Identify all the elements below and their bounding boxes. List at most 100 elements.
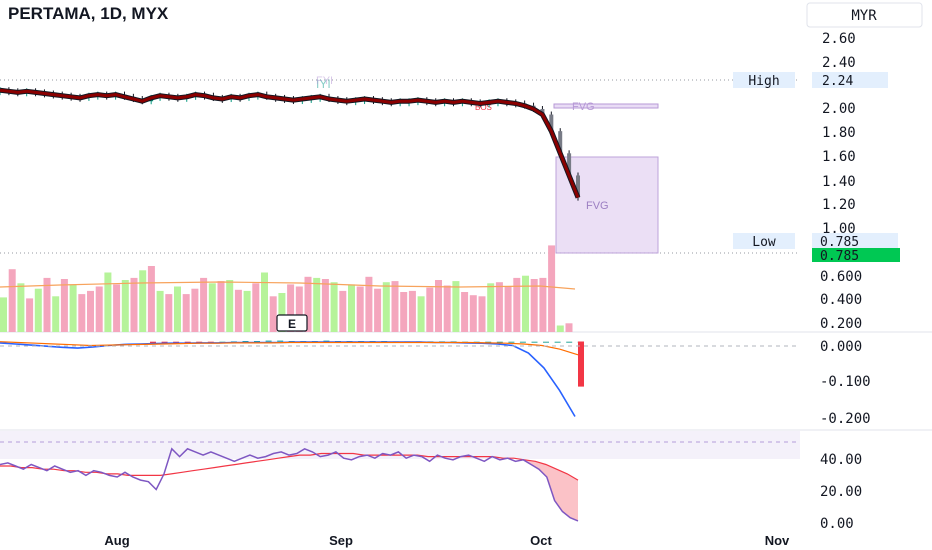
time-tick-nov: Nov <box>765 533 790 548</box>
macd-histogram-bar <box>485 341 492 343</box>
volume-bar <box>226 280 234 332</box>
macd-tick: 0.000 <box>820 339 862 355</box>
fvg-top-label: FVG <box>572 101 595 113</box>
time-axis: Aug Sep Oct Nov <box>104 533 790 548</box>
macd-histogram-bar <box>543 341 549 343</box>
macd-histogram-bar <box>161 341 168 344</box>
last-price-label: 0.785 <box>820 249 859 264</box>
volume-bar <box>504 286 512 332</box>
signal-line <box>0 341 579 356</box>
rsi-band <box>0 431 800 459</box>
volume-bar <box>78 294 86 332</box>
last-price-tag <box>812 248 900 262</box>
macd-histogram-bar <box>265 340 272 342</box>
macd-tick: -0.200 <box>820 411 871 427</box>
volume-bar <box>34 288 42 332</box>
volume-bar <box>234 289 242 332</box>
volume-bar <box>304 276 312 332</box>
volume-bar <box>200 277 208 332</box>
macd-tick: -0.100 <box>820 374 871 390</box>
price-line <box>0 88 580 199</box>
volume-axis: 0.600 0.400 0.200 <box>820 269 862 332</box>
macd-histogram-bar <box>508 341 515 343</box>
volume-bar <box>121 280 129 332</box>
volume-bar <box>330 282 338 332</box>
price-tick: 1.80 <box>822 125 856 141</box>
price-tick: 1.60 <box>822 149 856 165</box>
volume-bar <box>26 298 34 332</box>
volume-bar <box>43 277 51 332</box>
macd-histogram-bar <box>150 341 156 344</box>
macd-histogram-bar <box>554 341 561 343</box>
fvg-top-box <box>553 103 659 109</box>
volume-bar <box>130 277 138 332</box>
volume-bar <box>426 287 434 332</box>
macd-histogram-bar <box>531 341 538 343</box>
currency-label: MYR <box>851 8 877 24</box>
volume-bar <box>113 284 121 332</box>
macd-histogram-bar <box>496 341 503 343</box>
volume-bar <box>69 284 77 332</box>
earnings-badge[interactable] <box>276 314 308 332</box>
macd-axis: 0.000 -0.100 -0.200 <box>820 339 871 427</box>
rsi-group <box>0 447 579 522</box>
volume-bar <box>165 294 173 332</box>
price-tick: 2.00 <box>822 101 856 117</box>
price-tick: 1.40 <box>822 174 856 190</box>
volume-bar <box>8 269 16 332</box>
currency-button[interactable] <box>806 2 923 28</box>
fvg-box-label: FVG <box>586 200 609 212</box>
volume-bar <box>478 296 486 332</box>
volume-bars <box>0 245 573 332</box>
volume-bar <box>147 266 155 332</box>
rsi-tick: 0.00 <box>820 516 854 532</box>
volume-bar <box>321 279 329 332</box>
volume-bar <box>295 286 303 332</box>
volume-bar <box>443 285 451 332</box>
label-iyi: IYI <box>316 77 331 91</box>
volume-bar <box>487 283 495 332</box>
low-value-label: 0.785 <box>820 235 859 250</box>
volume-tick: 0.600 <box>820 269 862 285</box>
low-tag-label: Low <box>752 235 776 250</box>
rsi-oversold-fill <box>523 459 578 521</box>
volume-bar <box>461 292 469 332</box>
volume-bar <box>374 288 382 332</box>
volume-bar <box>530 279 538 332</box>
volume-bar <box>269 296 277 332</box>
volume-bar <box>365 276 373 332</box>
rsi-tick: 40.00 <box>820 452 862 468</box>
volume-bar <box>522 275 529 332</box>
volume-bar <box>139 270 147 332</box>
candle-body <box>567 153 572 176</box>
volume-bar <box>435 280 442 332</box>
volume-bar <box>174 286 181 332</box>
volume-bar <box>156 290 164 332</box>
high-tag-label: High <box>748 74 779 89</box>
earnings-badge-label: E <box>288 317 296 331</box>
volume-tick: 0.200 <box>820 316 862 332</box>
volume-bar <box>400 292 408 332</box>
fvg-box <box>555 156 659 254</box>
volume-bar <box>208 283 216 332</box>
high-value-tag <box>812 72 888 88</box>
rsi-line <box>0 447 579 522</box>
macd-histogram-bar <box>184 341 191 343</box>
time-tick-oct: Oct <box>530 533 552 548</box>
low-tag <box>733 233 795 249</box>
chart-title: PERTAMA, 1D, MYX <box>8 4 169 23</box>
macd-histogram-bar <box>578 341 584 387</box>
candle-body <box>576 175 580 198</box>
volume-bar <box>52 296 60 332</box>
price-axis: 2.60 2.40 2.00 1.80 1.60 1.40 1.20 1.00 <box>822 31 856 237</box>
macd-histogram-bar <box>519 341 526 343</box>
macd-histogram-bar <box>242 341 249 342</box>
volume-bar <box>252 283 260 332</box>
volume-bar <box>217 281 225 332</box>
volume-bar <box>513 277 521 332</box>
volume-bar <box>278 293 286 332</box>
macd-line <box>0 341 576 417</box>
high-value-label: 2.24 <box>822 74 853 89</box>
price-tick: 2.40 <box>822 55 856 71</box>
rsi-tick: 20.00 <box>820 484 862 500</box>
